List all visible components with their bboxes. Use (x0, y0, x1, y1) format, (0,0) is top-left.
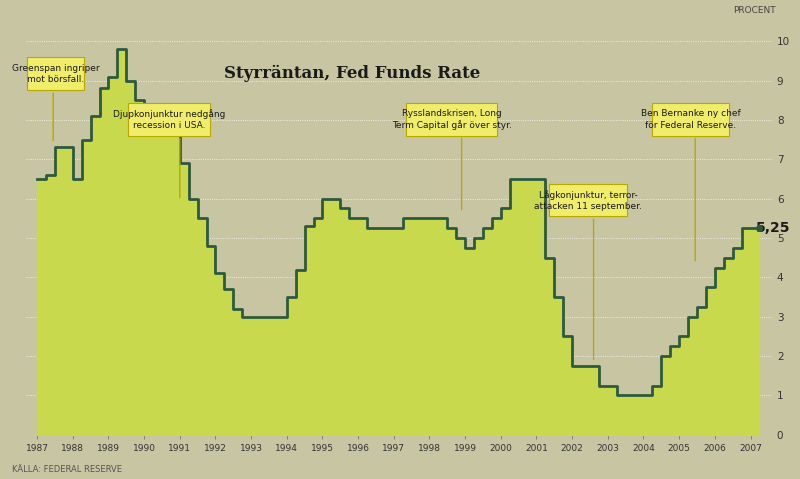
FancyBboxPatch shape (128, 103, 210, 136)
Text: Greenspan ingriper
mot börsfall.: Greenspan ingriper mot börsfall. (12, 64, 99, 84)
FancyBboxPatch shape (653, 103, 729, 136)
Text: Ben Bernanke ny chef
för Federal Reserve.: Ben Bernanke ny chef för Federal Reserve… (641, 110, 741, 129)
Text: Lågkonjunktur, terror-
attacken 11 september.: Lågkonjunktur, terror- attacken 11 septe… (534, 190, 642, 211)
FancyBboxPatch shape (549, 184, 627, 217)
Text: 5,25: 5,25 (756, 221, 790, 235)
Text: PROCENT: PROCENT (733, 6, 776, 15)
Text: Djupkonjunktur nedgång
recession i USA.: Djupkonjunktur nedgång recession i USA. (113, 109, 226, 130)
FancyBboxPatch shape (406, 103, 498, 136)
FancyBboxPatch shape (27, 57, 84, 91)
Text: KÄLLA: FEDERAL RESERVE: KÄLLA: FEDERAL RESERVE (12, 465, 122, 474)
Text: Rysslandskrisen, Long
Term Capital går över styr.: Rysslandskrisen, Long Term Capital går ö… (392, 109, 512, 130)
Text: Styrräntan, Fed Funds Rate: Styrräntan, Fed Funds Rate (224, 65, 480, 82)
